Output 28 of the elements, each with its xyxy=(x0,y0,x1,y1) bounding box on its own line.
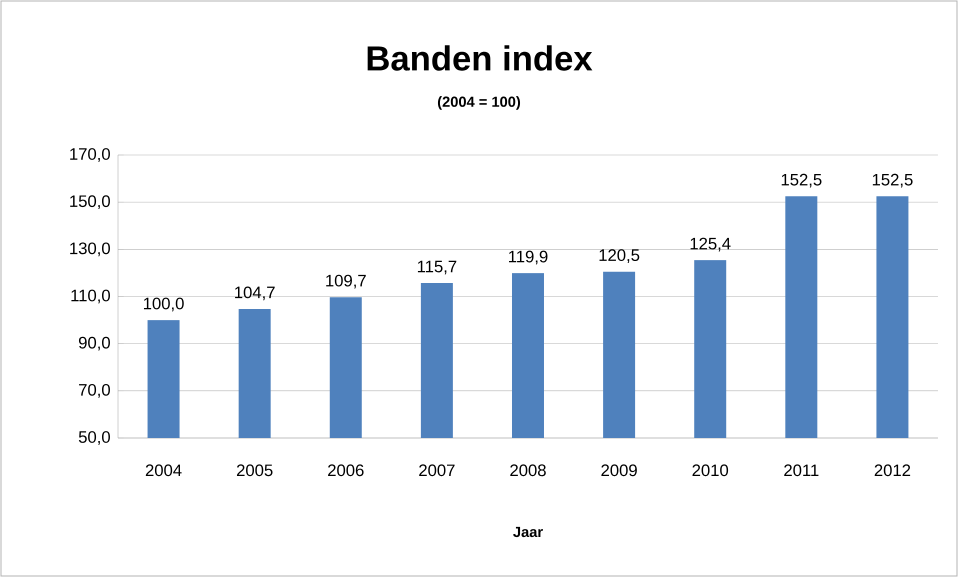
data-label: 152,5 xyxy=(872,174,913,188)
chart-title: Banden index xyxy=(368,45,592,71)
y-tick-label: 150,0 xyxy=(70,195,110,210)
x-axis-title: Jaar xyxy=(513,526,543,538)
data-label: 152,5 xyxy=(782,174,822,188)
x-tick-label: 2011 xyxy=(784,464,818,476)
x-tick-label: 2012 xyxy=(874,464,910,476)
data-label: 120,5 xyxy=(600,249,640,264)
x-tick-label: 2010 xyxy=(692,464,728,476)
y-tick-label: 50,0 xyxy=(78,431,110,445)
y-tick-label: 90,0 xyxy=(78,336,110,351)
y-tick-label: 110,0 xyxy=(71,290,110,304)
data-label: 119,9 xyxy=(509,250,548,264)
data-label: 104,7 xyxy=(235,286,275,300)
data-label: 115,7 xyxy=(418,260,456,274)
x-tick-label: 2006 xyxy=(328,464,364,476)
y-tick-label: 170,0 xyxy=(70,148,110,162)
y-tick-label: 70,0 xyxy=(79,384,110,398)
chart-subtitle: (2004 = 100) xyxy=(438,96,520,110)
data-label: 100,0 xyxy=(144,298,184,312)
x-tick-label: 2008 xyxy=(510,464,546,476)
data-label: 109,7 xyxy=(326,274,366,288)
x-tick-label: 2009 xyxy=(601,464,637,476)
x-tick-label: 2005 xyxy=(236,464,272,476)
y-tick-label: 130,0 xyxy=(70,242,110,256)
x-tick-label: 2004 xyxy=(146,464,182,476)
data-label: 125,4 xyxy=(690,238,731,252)
x-tick-label: 2007 xyxy=(419,464,455,476)
